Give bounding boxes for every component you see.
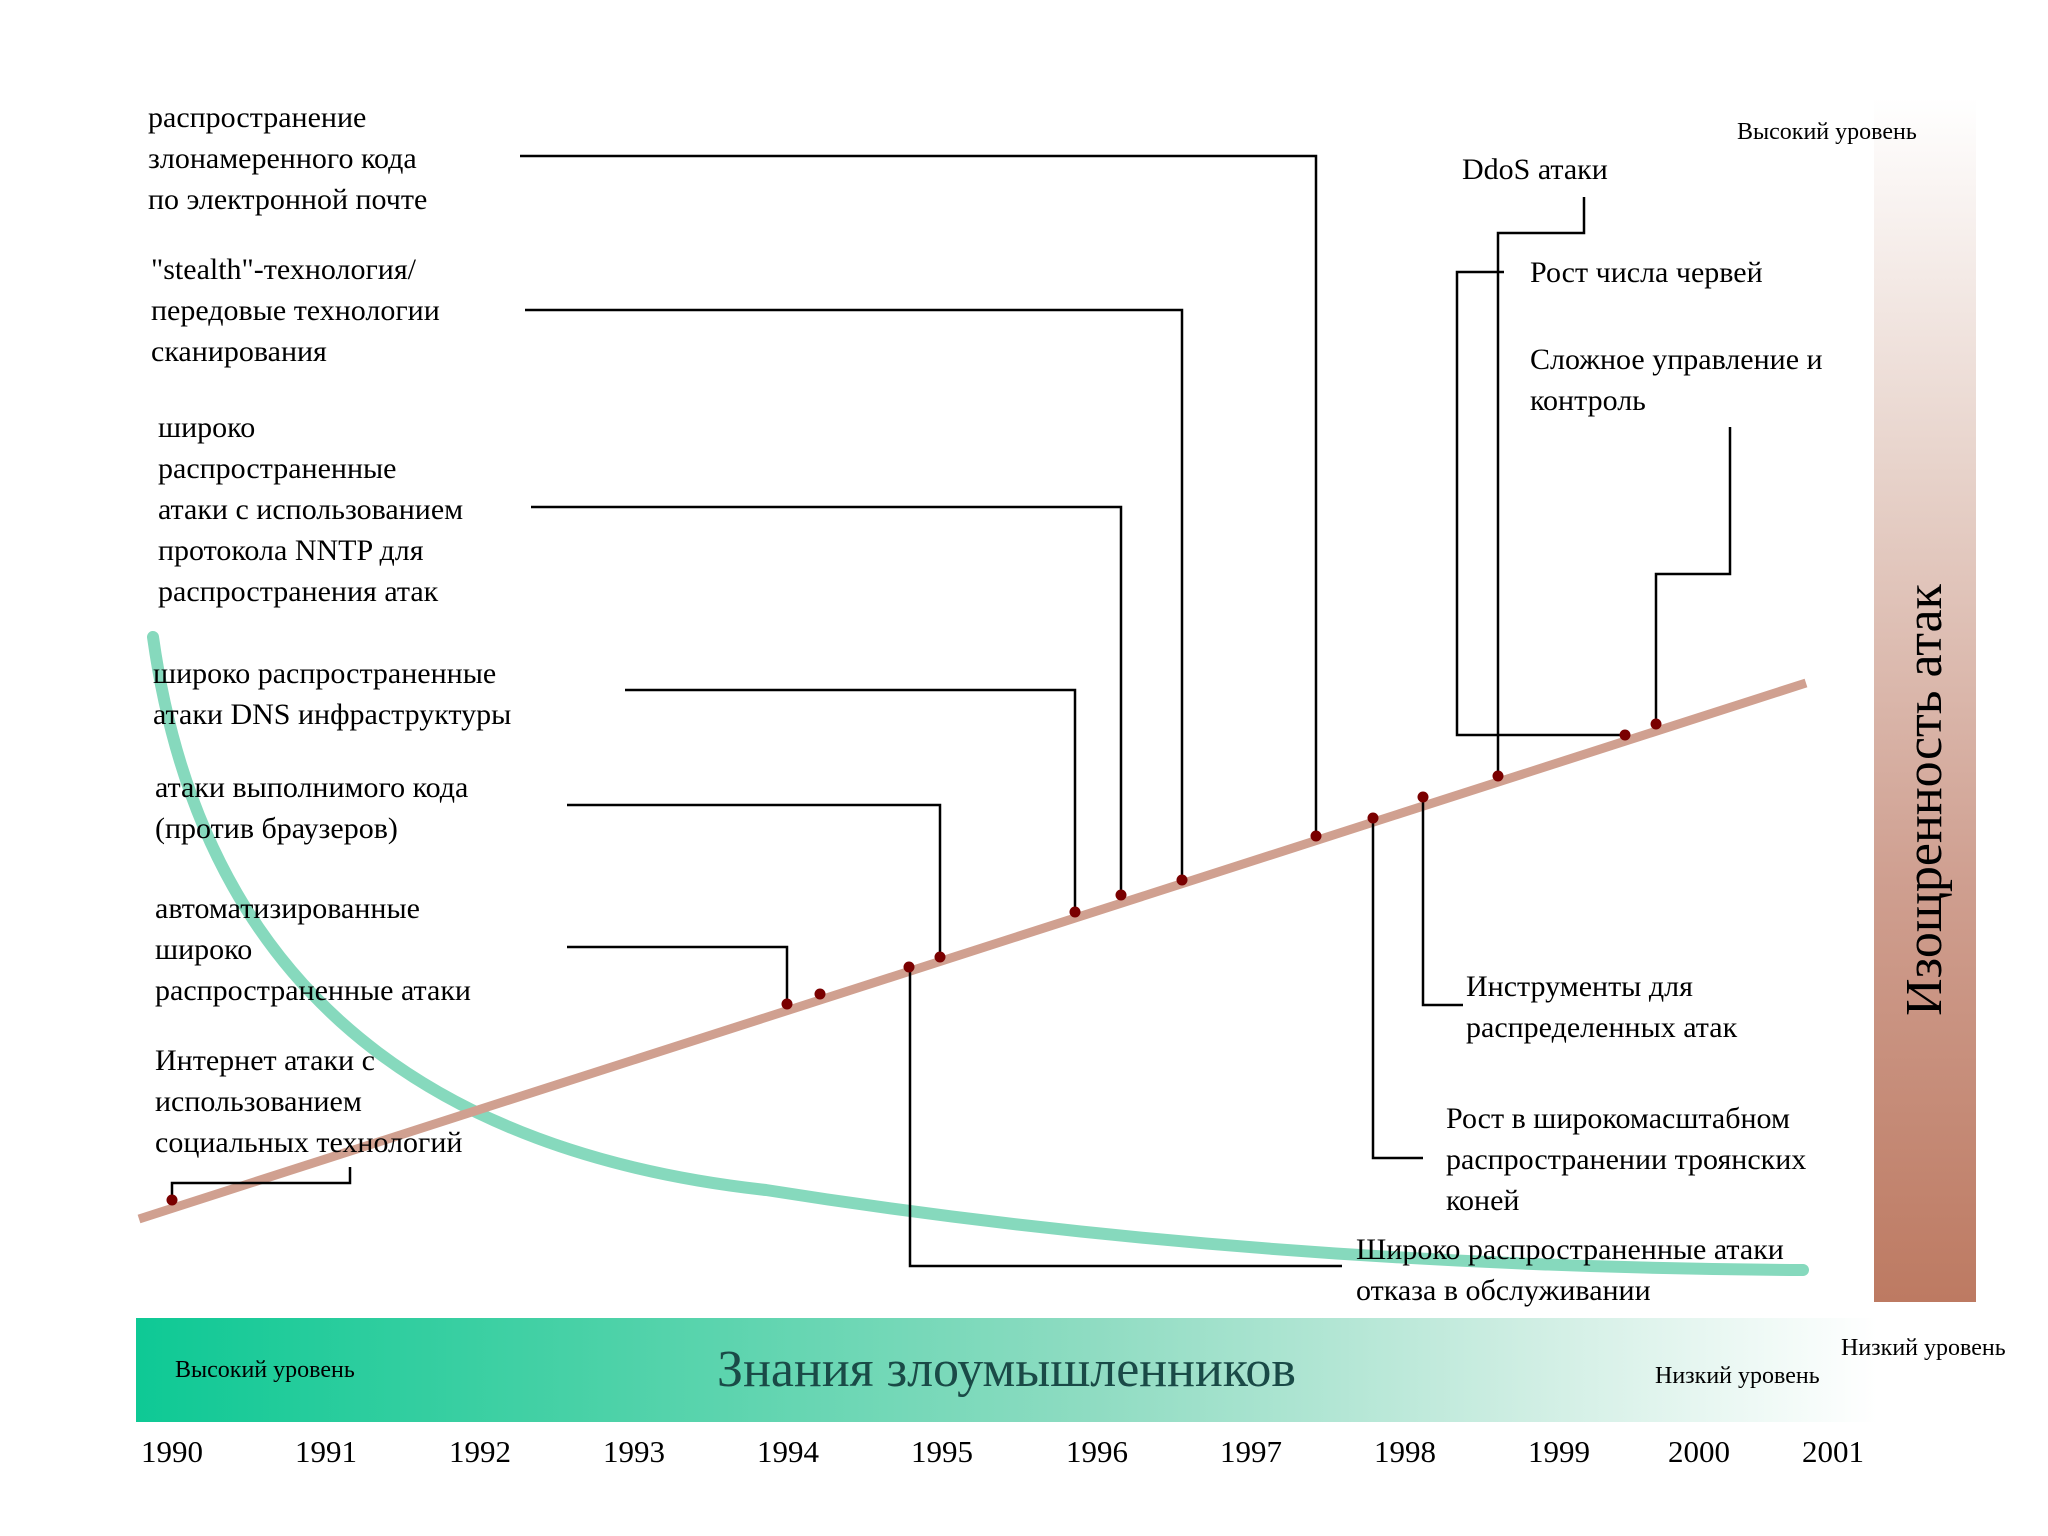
label-line: социальных технологий — [155, 1126, 463, 1159]
event-markers — [166, 718, 1662, 1206]
knowledge-axis-bar: Знания злоумышленников — [136, 1318, 1877, 1422]
knowledge-axis-title: Знания злоумышленников — [717, 1341, 1296, 1398]
year-tick-label: 1999 — [1528, 1434, 1590, 1469]
event-marker — [1115, 889, 1127, 901]
label-automated: автоматизированные широко распространенн… — [155, 888, 471, 1011]
label-line: атаки с использованием — [158, 493, 464, 526]
label-line: протокола NNTP для — [158, 534, 424, 567]
connector-trojans — [1371, 818, 1423, 1160]
connector-social — [170, 1167, 352, 1200]
label-line: Рост числа червей — [1530, 256, 1763, 289]
label-line: Сложное управление и — [1530, 343, 1823, 376]
event-marker — [934, 951, 946, 963]
year-tick-label: 1990 — [141, 1434, 203, 1469]
label-line: атаки выполнимого кода — [155, 771, 469, 804]
event-marker — [814, 988, 826, 1000]
year-tick-label: 1992 — [449, 1434, 511, 1469]
sophistication-trend-line — [137, 678, 1808, 1224]
label-stealth: "stealth"-технология/ передовые технолог… — [151, 249, 440, 372]
label-social: Интернет атаки с использованием социальн… — [155, 1040, 462, 1163]
year-tick-label: 2001 — [1802, 1434, 1864, 1469]
event-marker — [903, 961, 915, 973]
year-tick-label: 1998 — [1374, 1434, 1436, 1469]
label-line: широко — [158, 411, 256, 444]
label-trojans: Рост в широкомасштабном распространении … — [1446, 1098, 1806, 1221]
label-line: злонамеренного кода — [148, 142, 417, 175]
knowledge-curve — [147, 631, 1809, 1276]
connector-dns — [625, 688, 1077, 912]
connector-dos — [908, 966, 1342, 1268]
label-line: использованием — [155, 1085, 362, 1118]
label-line: передовые технологии — [151, 294, 440, 327]
label-line: сканирования — [151, 335, 327, 368]
knowledge-high-label: Высокий уровень — [175, 1357, 355, 1383]
label-line: распределенных атак — [1466, 1011, 1738, 1044]
connector-email — [520, 154, 1318, 836]
event-marker — [1492, 770, 1504, 782]
event-marker — [166, 1194, 178, 1206]
knowledge-low-label: Низкий уровень — [1655, 1363, 1820, 1389]
year-tick-label: 1996 — [1066, 1434, 1128, 1469]
label-email-malware: распространение злонамеренного кода по э… — [148, 97, 427, 220]
label-ddos: DdoS атаки — [1462, 149, 1608, 190]
label-dos: Широко распространенные атаки отказа в о… — [1356, 1229, 1784, 1311]
label-line: DdoS атаки — [1462, 153, 1608, 186]
year-tick-label: 1995 — [911, 1434, 973, 1469]
year-tick-label: 2000 — [1668, 1434, 1730, 1469]
label-line: Рост в широкомасштабном — [1446, 1102, 1790, 1135]
year-tick-label: 1994 — [757, 1434, 819, 1469]
label-line: контроль — [1530, 384, 1646, 417]
connector-exec-code — [567, 803, 942, 957]
label-exec-code: атаки выполнимого кода (против браузеров… — [155, 767, 468, 849]
connector-stealth — [525, 308, 1184, 880]
label-line: распространенные — [158, 452, 397, 485]
connector-automated — [567, 945, 789, 1004]
label-line: Широко распространенные атаки — [1356, 1233, 1784, 1266]
label-line: широко — [155, 933, 253, 966]
label-line: коней — [1446, 1184, 1520, 1217]
label-line: отказа в обслуживании — [1356, 1274, 1651, 1307]
connector-nntp — [531, 505, 1123, 895]
year-tick-label: 1997 — [1220, 1434, 1282, 1469]
label-line: распространение — [148, 101, 367, 134]
label-line: (против браузеров) — [155, 812, 398, 845]
year-tick-label: 1991 — [295, 1434, 357, 1469]
event-marker — [1417, 791, 1429, 803]
label-line: автоматизированные — [155, 892, 420, 925]
label-line: распространении троянских — [1446, 1143, 1807, 1176]
sophistication-low-label: Низкий уровень — [1841, 1335, 2006, 1361]
label-c2: Сложное управление и контроль — [1530, 339, 1823, 421]
label-line: Инструменты для — [1466, 970, 1693, 1003]
event-marker — [1650, 718, 1662, 730]
sophistication-high-label: Высокий уровень — [1737, 119, 1917, 145]
label-line: распространенные атаки — [155, 974, 471, 1007]
knowledge-curve-group — [147, 631, 1809, 1276]
label-nntp: широко распространенные атаки с использо… — [158, 407, 463, 612]
event-marker — [1367, 812, 1379, 824]
connector-lines — [170, 154, 1732, 1268]
event-marker — [781, 998, 793, 1010]
label-worms: Рост числа червей — [1530, 252, 1763, 293]
connector-c2 — [1654, 427, 1732, 724]
label-dist-tools: Инструменты для распределенных атак — [1466, 966, 1737, 1048]
event-marker — [1069, 906, 1081, 918]
connector-ddos — [1496, 197, 1586, 776]
label-line: по электронной почте — [148, 183, 428, 216]
label-dns: широко распространенные атаки DNS инфрас… — [153, 653, 511, 735]
sophistication-axis-bar — [1874, 98, 1976, 1302]
event-marker — [1310, 830, 1322, 842]
label-line: широко распространенные — [153, 657, 497, 690]
label-line: "stealth"-технология/ — [151, 253, 416, 286]
label-line: распространения атак — [158, 575, 439, 608]
year-tick-label: 1993 — [603, 1434, 665, 1469]
event-marker — [1176, 874, 1188, 886]
label-line: Интернет атаки с — [155, 1044, 375, 1077]
connector-worms — [1455, 270, 1625, 737]
connector-dist-tools — [1421, 797, 1463, 1007]
event-marker — [1619, 729, 1631, 741]
label-line: атаки DNS инфраструктуры — [153, 698, 512, 731]
